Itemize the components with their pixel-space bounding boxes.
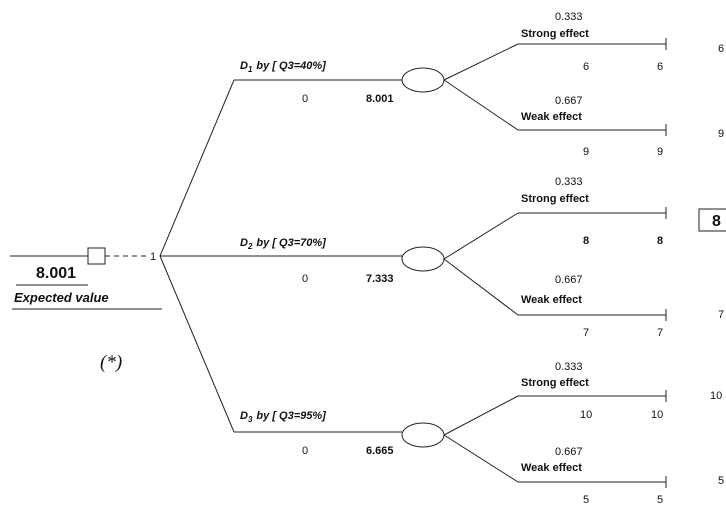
- outcome-d3-weak-payoff: 5: [583, 494, 589, 505]
- outcome-d3-strong-label: Strong effect: [521, 377, 589, 389]
- decision-d3-label: D3 by [ Q3=95%]: [240, 410, 326, 424]
- expected-value-label: Expected value: [14, 290, 109, 305]
- outcome-d1-weak-label: Weak effect: [521, 111, 582, 123]
- decision-d1-label: D1 by [ Q3=40%]: [240, 60, 326, 74]
- decision-d3: D3 by [ Q3=95%] 0 6.665 0.333 Strong effe…: [234, 361, 724, 505]
- outcome-d1-strong-prob: 0.333: [555, 11, 583, 23]
- outcome-d2-weak-total: 7: [657, 327, 663, 339]
- chance-d2-to-weak: [443, 258, 519, 316]
- decision-d1-cost: 0: [302, 93, 308, 105]
- outcome-d3-weak-right: 5: [718, 475, 724, 487]
- chance-d1-to-weak: [443, 79, 519, 131]
- outcome-d2-strong-payoff: 8: [583, 235, 589, 247]
- outcome-d2-weak-right: 7: [718, 309, 724, 321]
- outcome-d1-strong-right: 6: [718, 43, 724, 55]
- chance-node-d1[interactable]: [401, 67, 445, 93]
- decision-branch-1-diagonal: [159, 79, 235, 257]
- outcome-d3-strong-right: 10: [710, 390, 722, 402]
- decision-branch-3-diagonal: [159, 255, 235, 433]
- outcome-d1-strong-label: Strong effect: [521, 28, 589, 40]
- outcome-d2-weak-prob: 0.667: [555, 274, 583, 286]
- outcome-d2-strong-right: 8: [712, 213, 721, 230]
- outcome-d3-strong-total: 10: [651, 409, 663, 421]
- chance-d1-to-strong: [443, 43, 519, 81]
- outcome-d2-strong-total: 8: [657, 235, 663, 247]
- chance-d2-to-strong: [443, 212, 519, 260]
- outcome-d1-weak-total: 9: [657, 146, 663, 158]
- decision-d1-value: 8.001: [366, 93, 394, 105]
- outcome-d2-weak-payoff: 7: [583, 327, 589, 339]
- chance-d3-to-weak: [443, 434, 519, 483]
- outcome-d1-strong-payoff: 6: [583, 61, 589, 73]
- outcome-d1-strong-total: 6: [657, 61, 663, 73]
- outcome-d3-strong-payoff: 10: [580, 409, 592, 421]
- outcome-d1-weak-right: 9: [718, 128, 724, 140]
- decision-d3-value: 6.665: [366, 445, 394, 457]
- outcome-d1-weak-prob: 0.667: [555, 95, 583, 107]
- decision-d3-cost: 0: [302, 445, 308, 457]
- outcome-d2-strong-label: Strong effect: [521, 193, 589, 205]
- decision-d2-cost: 0: [302, 273, 308, 285]
- chance-node-d2[interactable]: [401, 246, 445, 272]
- outcome-d3-strong-prob: 0.333: [555, 361, 583, 373]
- expected-value: 8.001: [36, 265, 76, 282]
- outcome-d3-weak-total: 5: [657, 494, 663, 505]
- decision-d2: D2 by [ Q3=70%] 0 7.333 0.333 Strong effe…: [234, 176, 726, 339]
- outcome-d1-weak-payoff: 9: [583, 146, 589, 158]
- outcome-d2-strong-prob: 0.333: [555, 176, 583, 188]
- chance-d3-to-strong: [443, 395, 519, 436]
- outcome-d2-weak-label: Weak effect: [521, 294, 582, 306]
- choice-number: 1: [150, 251, 156, 263]
- decision-node-square[interactable]: [87, 247, 106, 265]
- outcome-d3-weak-prob: 0.667: [555, 446, 583, 458]
- decision-d2-value: 7.333: [366, 273, 394, 285]
- chance-node-d3[interactable]: [401, 422, 445, 448]
- outcome-d2-strong-right-box: [698, 208, 726, 232]
- decision-d2-label: D2 by [ Q3=70%]: [240, 237, 326, 251]
- outcome-d3-weak-label: Weak effect: [521, 462, 582, 474]
- decision-d1: D1 by [ Q3=40%] 0 8.001 0.333 Strong effe…: [234, 11, 724, 158]
- footnote-mark: (*): [100, 352, 122, 373]
